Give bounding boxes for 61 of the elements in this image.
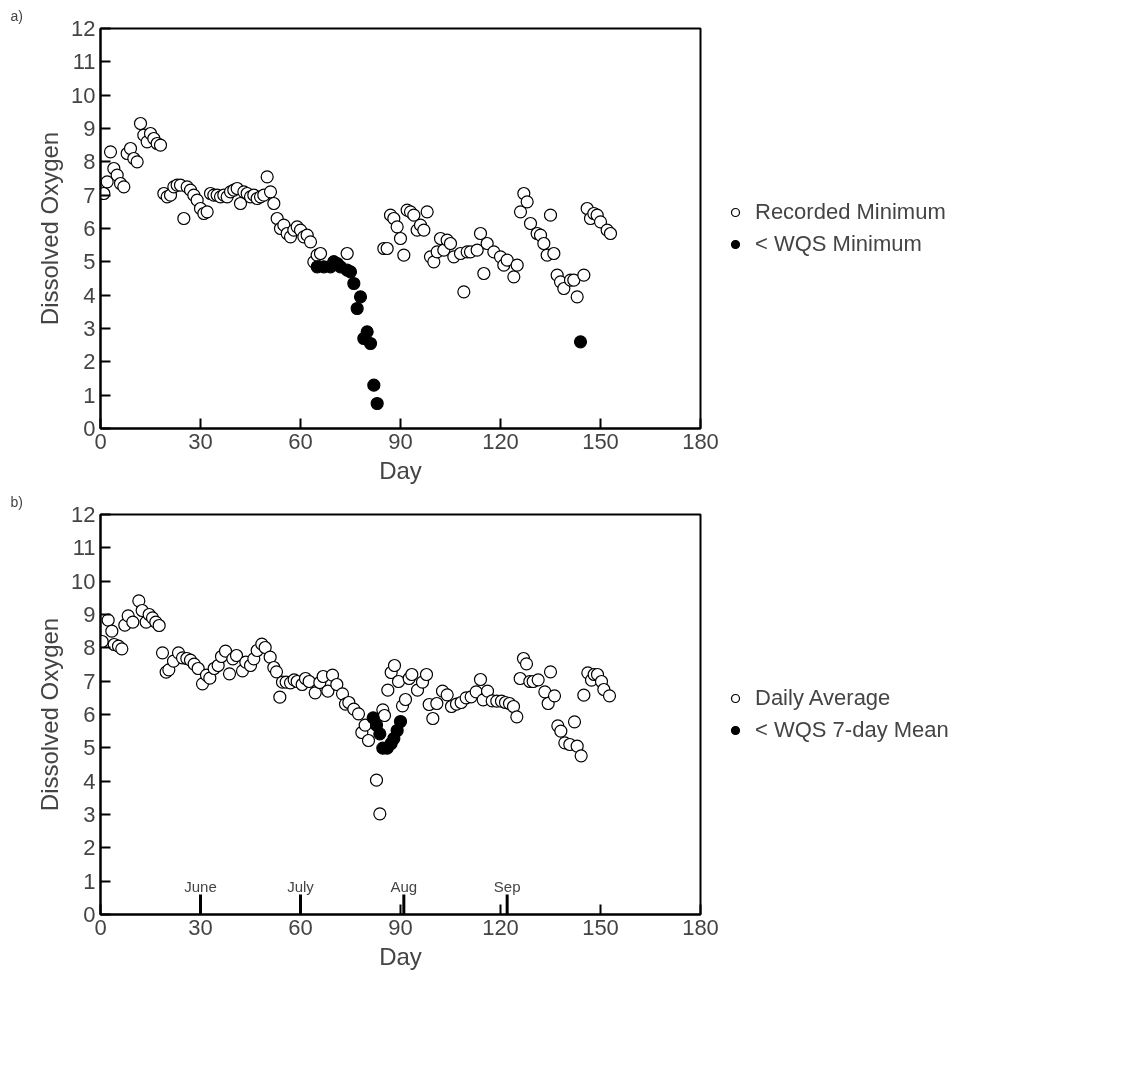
y-tick-label: 11 xyxy=(72,535,96,561)
point xyxy=(347,276,361,291)
y-tick-label: 8 xyxy=(83,149,96,175)
y-tick-label: 5 xyxy=(83,249,96,275)
y-tick-label: 1 xyxy=(83,382,96,408)
y-tick-label: 10 xyxy=(71,82,96,108)
point xyxy=(370,396,384,411)
chart-title: b) xyxy=(10,493,23,510)
y-tick-label: 11 xyxy=(72,49,96,75)
ref-line-label: Sep xyxy=(493,877,521,895)
x-tick-label: 60 xyxy=(288,914,313,940)
x-axis-title: Day xyxy=(379,456,422,484)
y-tick-label: 6 xyxy=(83,702,96,727)
legend-label: < WQS 7-day Mean xyxy=(755,717,949,743)
x-tick-label: 150 xyxy=(582,428,619,454)
point xyxy=(363,336,378,351)
point xyxy=(393,714,408,729)
y-tick-label: 9 xyxy=(83,602,96,627)
x-tick-label: 30 xyxy=(188,914,213,940)
ref-line-label: June xyxy=(184,877,217,895)
legend-label: Daily Average xyxy=(755,685,891,711)
y-tick-label: 1 xyxy=(83,868,96,894)
legend-label: Recorded Minimum xyxy=(755,199,946,225)
legend-label: < WQS Minimum xyxy=(755,231,922,257)
y-tick-label: 8 xyxy=(83,635,96,661)
point xyxy=(350,301,364,316)
y-tick-label: 9 xyxy=(83,116,96,141)
chart-title: a) xyxy=(10,7,23,24)
x-tick-label: 180 xyxy=(682,914,719,940)
x-tick-label: 60 xyxy=(288,428,313,454)
y-tick-label: 7 xyxy=(83,668,96,694)
x-tick-label: 120 xyxy=(482,914,519,940)
point xyxy=(367,378,381,392)
x-tick-label: 90 xyxy=(388,428,413,454)
ref-line-label: July xyxy=(287,877,315,895)
x-tick-label: 180 xyxy=(682,428,719,454)
y-tick-label: 2 xyxy=(83,349,96,375)
y-tick-label: 3 xyxy=(83,802,96,827)
point xyxy=(353,290,368,304)
x-axis-title: Day xyxy=(379,942,422,970)
y-tick-label: 4 xyxy=(83,768,96,794)
y-tick-label: 12 xyxy=(71,502,96,527)
y-tick-label: 6 xyxy=(83,216,96,241)
y-axis-title: Dissolved Oxygen xyxy=(36,617,64,812)
y-axis-title: Dissolved Oxygen xyxy=(36,131,64,326)
x-tick-label: 90 xyxy=(388,914,413,940)
y-tick-label: 4 xyxy=(83,282,96,308)
y-tick-label: 7 xyxy=(83,182,96,208)
y-tick-label: 3 xyxy=(83,316,96,341)
ref-line-label: Aug xyxy=(390,877,418,895)
point xyxy=(573,335,588,349)
y-tick-label: 5 xyxy=(83,735,96,761)
y-tick-label: 2 xyxy=(83,835,96,861)
point xyxy=(343,265,358,279)
y-tick-label: 12 xyxy=(71,16,96,41)
x-tick-label: 120 xyxy=(482,428,519,454)
point xyxy=(360,325,374,339)
point xyxy=(373,727,387,741)
y-tick-label: 10 xyxy=(71,568,96,594)
x-tick-label: 150 xyxy=(582,914,619,940)
x-tick-label: 30 xyxy=(188,428,213,454)
